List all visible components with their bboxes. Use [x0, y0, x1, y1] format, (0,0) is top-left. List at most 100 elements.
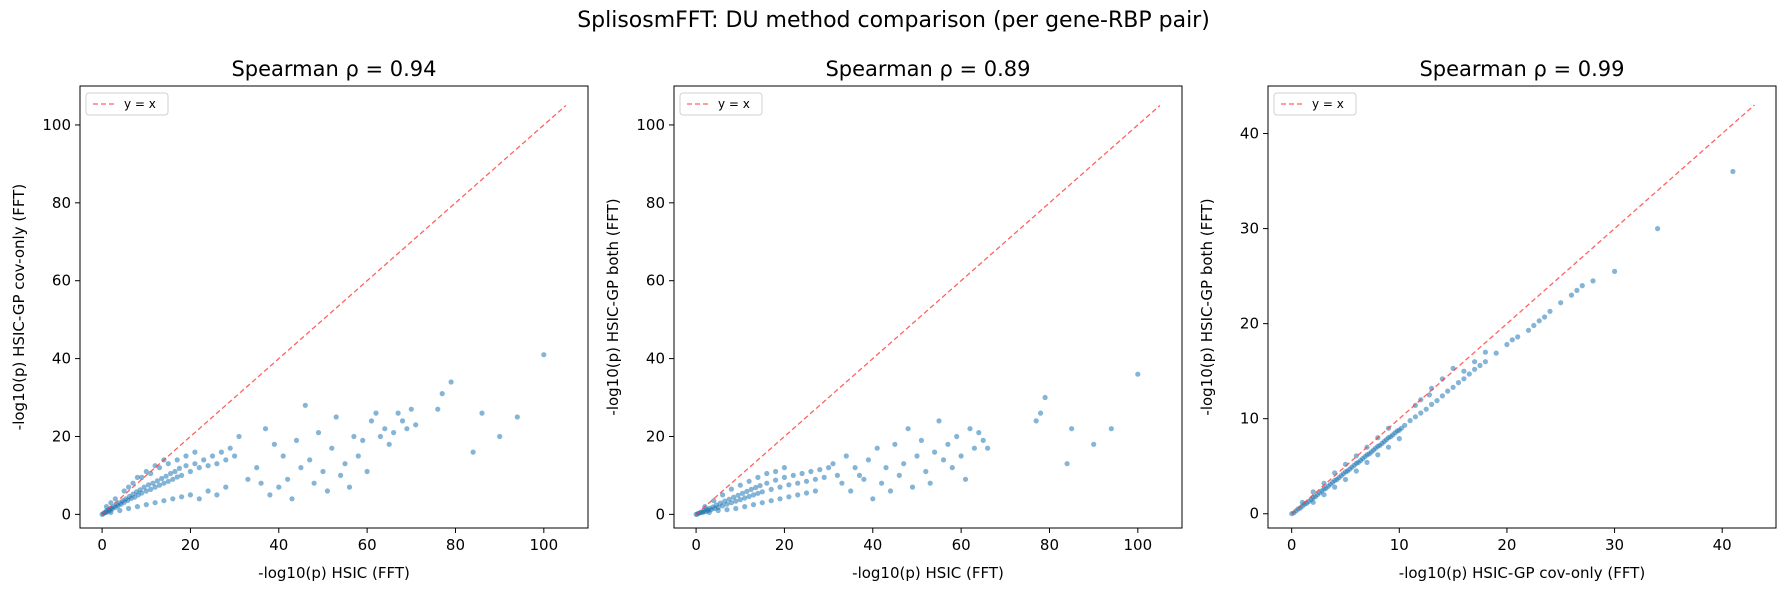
- data-point: [192, 449, 198, 455]
- data-point: [874, 445, 880, 451]
- data-point: [148, 486, 154, 492]
- data-point: [848, 488, 854, 494]
- data-point: [497, 433, 503, 440]
- data-point: [759, 489, 765, 495]
- data-point: [1033, 418, 1039, 424]
- y-tick-label: 100: [42, 116, 71, 134]
- data-point: [201, 457, 207, 463]
- data-point: [733, 498, 739, 504]
- data-point: [786, 482, 792, 488]
- data-point: [1612, 268, 1618, 274]
- y-tick-label: 60: [52, 272, 71, 290]
- data-point: [126, 505, 132, 512]
- data-point: [1418, 410, 1424, 416]
- data-point: [1434, 398, 1440, 404]
- data-point: [152, 484, 158, 490]
- data-point: [320, 468, 326, 475]
- data-point: [192, 461, 198, 467]
- x-tick-label: 40: [269, 536, 288, 554]
- data-point: [126, 484, 132, 490]
- data-point: [731, 494, 737, 500]
- data-point: [803, 478, 810, 484]
- data-point: [1472, 359, 1478, 365]
- data-point: [172, 468, 178, 475]
- legend-label: y = x: [718, 97, 750, 111]
- y-tick-label: 80: [646, 194, 665, 212]
- panel-3: 0 10 20 30 40 0 10 20 30 40 Spearman ρ = 0.99 -log1…: [1198, 57, 1777, 582]
- data-point: [865, 457, 872, 463]
- data-point: [764, 480, 770, 486]
- data-point: [1042, 394, 1048, 401]
- legend-box: [679, 92, 763, 116]
- data-point: [795, 480, 801, 486]
- data-point: [236, 433, 242, 440]
- data-point: [812, 488, 819, 494]
- data-point: [161, 480, 167, 486]
- data-point: [254, 465, 260, 471]
- data-point: [205, 463, 211, 469]
- data-point: [764, 470, 770, 477]
- data-point: [360, 437, 366, 443]
- y-tick-label: 40: [1240, 125, 1259, 143]
- data-point: [139, 490, 145, 496]
- chart-title: Spearman ρ = 0.94: [231, 57, 436, 81]
- data-point: [187, 492, 193, 498]
- x-tick-label: 0: [1287, 536, 1297, 554]
- data-point: [176, 465, 182, 471]
- data-point: [870, 496, 876, 502]
- data-point: [145, 482, 152, 488]
- data-point: [170, 496, 176, 502]
- y-tick-label: 0: [655, 505, 665, 523]
- legend: y = x: [679, 92, 763, 116]
- data-point: [1590, 278, 1596, 284]
- data-point: [179, 472, 185, 478]
- data-point: [346, 484, 353, 490]
- data-point: [781, 474, 788, 480]
- data-point: [514, 414, 520, 420]
- data-point: [302, 402, 308, 408]
- data-point: [214, 461, 220, 467]
- data-point: [812, 476, 819, 482]
- scatter-points: [99, 352, 547, 517]
- data-point: [852, 465, 858, 471]
- data-point: [174, 474, 180, 480]
- data-point: [373, 410, 379, 416]
- data-point: [143, 502, 149, 508]
- x-tick-label: 40: [863, 536, 882, 554]
- x-tick-label: 20: [181, 536, 200, 554]
- data-point: [755, 490, 761, 496]
- data-point: [196, 496, 202, 502]
- data-point: [985, 445, 991, 451]
- data-point: [927, 480, 933, 486]
- data-point: [121, 488, 127, 494]
- data-point: [103, 504, 110, 510]
- data-point: [1461, 368, 1467, 374]
- data-point: [139, 474, 145, 480]
- y-tick-label: 30: [1240, 220, 1259, 238]
- data-point: [408, 406, 414, 412]
- data-point: [768, 486, 774, 492]
- x-tick-label: 30: [1605, 536, 1624, 554]
- data-point: [1135, 371, 1141, 377]
- data-point: [1353, 468, 1359, 474]
- legend-label: y = x: [124, 97, 156, 111]
- y-tick-label: 10: [1240, 410, 1259, 428]
- legend-box: [1273, 92, 1357, 116]
- data-point: [404, 426, 410, 432]
- data-point: [470, 449, 476, 455]
- data-point: [329, 445, 335, 451]
- data-point: [174, 457, 180, 463]
- y-tick-label: 40: [52, 350, 71, 368]
- data-point: [861, 476, 867, 482]
- data-point: [711, 498, 717, 504]
- data-point: [1547, 308, 1553, 314]
- data-point: [759, 500, 765, 506]
- data-point: [817, 467, 823, 473]
- figure-title: SplisosmFFT: DU method comparison (per g…: [577, 8, 1210, 33]
- data-point: [1482, 349, 1488, 355]
- data-point: [179, 494, 185, 500]
- data-point: [746, 478, 752, 484]
- panel-1: 0 20 40 60 80 100 0 20 40 60 80 100 Spearman ρ = 0.9…: [10, 57, 589, 582]
- data-point: [962, 476, 969, 482]
